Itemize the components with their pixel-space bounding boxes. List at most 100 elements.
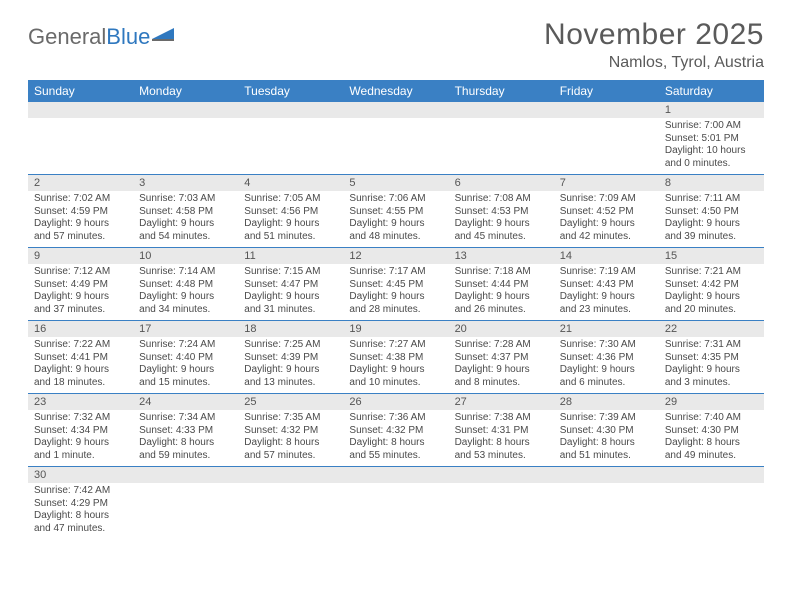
calendar-cell	[449, 467, 554, 540]
day-number: 13	[449, 248, 554, 264]
calendar-cell: 6Sunrise: 7:08 AMSunset: 4:53 PMDaylight…	[449, 175, 554, 248]
sunset-text: Sunset: 4:31 PM	[455, 425, 548, 438]
daylight-text: Daylight: 9 hours and 54 minutes.	[139, 218, 232, 243]
calendar-cell: 28Sunrise: 7:39 AMSunset: 4:30 PMDayligh…	[554, 394, 659, 467]
daylight-text: Daylight: 10 hours and 0 minutes.	[665, 145, 758, 170]
weekday-header-row: Sunday Monday Tuesday Wednesday Thursday…	[28, 80, 764, 102]
month-title: November 2025	[544, 18, 764, 52]
sunset-text: Sunset: 4:34 PM	[34, 425, 127, 438]
day-number: 22	[659, 321, 764, 337]
day-details: Sunrise: 7:36 AMSunset: 4:32 PMDaylight:…	[343, 412, 448, 466]
day-details: Sunrise: 7:24 AMSunset: 4:40 PMDaylight:…	[133, 339, 238, 393]
calendar-cell: 24Sunrise: 7:34 AMSunset: 4:33 PMDayligh…	[133, 394, 238, 467]
weekday-header: Monday	[133, 80, 238, 102]
calendar-cell	[554, 102, 659, 175]
day-number	[238, 102, 343, 118]
sunset-text: Sunset: 4:42 PM	[665, 279, 758, 292]
daylight-text: Daylight: 9 hours and 31 minutes.	[244, 291, 337, 316]
day-number	[133, 102, 238, 118]
weekday-header: Saturday	[659, 80, 764, 102]
sunset-text: Sunset: 4:43 PM	[560, 279, 653, 292]
day-details: Sunrise: 7:02 AMSunset: 4:59 PMDaylight:…	[28, 193, 133, 247]
sunset-text: Sunset: 4:35 PM	[665, 352, 758, 365]
day-number: 23	[28, 394, 133, 410]
daylight-text: Daylight: 9 hours and 28 minutes.	[349, 291, 442, 316]
daylight-text: Daylight: 9 hours and 48 minutes.	[349, 218, 442, 243]
calendar-cell: 17 Sunrise: 7:24 AMSunset: 4:40 PMDayligh…	[133, 321, 238, 394]
sunset-text: Sunset: 4:41 PM	[34, 352, 127, 365]
sunrise-text: Sunrise: 7:00 AM	[665, 120, 758, 133]
daylight-text: Daylight: 9 hours and 15 minutes.	[139, 364, 232, 389]
sunrise-text: Sunrise: 7:08 AM	[455, 193, 548, 206]
calendar-cell: 12Sunrise: 7:17 AMSunset: 4:45 PMDayligh…	[343, 248, 448, 321]
calendar-cell: 15Sunrise: 7:21 AMSunset: 4:42 PMDayligh…	[659, 248, 764, 321]
calendar-cell: 25Sunrise: 7:35 AMSunset: 4:32 PMDayligh…	[238, 394, 343, 467]
day-number: 21	[554, 321, 659, 337]
header: GeneralBlue November 2025 Namlos, Tyrol,…	[28, 18, 764, 72]
sunset-text: Sunset: 4:59 PM	[34, 206, 127, 219]
sunrise-text: Sunrise: 7:28 AM	[455, 339, 548, 352]
logo: GeneralBlue	[28, 24, 178, 50]
day-number: 1	[659, 102, 764, 118]
location: Namlos, Tyrol, Austria	[544, 54, 764, 72]
sunset-text: Sunset: 4:47 PM	[244, 279, 337, 292]
sunset-text: Sunset: 4:40 PM	[139, 352, 232, 365]
weekday-header: Wednesday	[343, 80, 448, 102]
sunset-text: Sunset: 4:38 PM	[349, 352, 442, 365]
sunset-text: Sunset: 4:45 PM	[349, 279, 442, 292]
day-details: Sunrise: 7:40 AMSunset: 4:30 PMDaylight:…	[659, 412, 764, 466]
day-number: 25	[238, 394, 343, 410]
sunrise-text: Sunrise: 7:05 AM	[244, 193, 337, 206]
daylight-text: Daylight: 9 hours and 23 minutes.	[560, 291, 653, 316]
calendar-cell: 13Sunrise: 7:18 AMSunset: 4:44 PMDayligh…	[449, 248, 554, 321]
weekday-header: Tuesday	[238, 80, 343, 102]
sunrise-text: Sunrise: 7:06 AM	[349, 193, 442, 206]
day-number	[28, 102, 133, 118]
calendar-cell	[343, 102, 448, 175]
sunrise-text: Sunrise: 7:03 AM	[139, 193, 232, 206]
sunset-text: Sunset: 4:49 PM	[34, 279, 127, 292]
sunset-text: Sunset: 4:50 PM	[665, 206, 758, 219]
calendar-cell	[554, 467, 659, 540]
sunset-text: Sunset: 5:01 PM	[665, 133, 758, 146]
day-number	[554, 102, 659, 118]
daylight-text: Daylight: 9 hours and 20 minutes.	[665, 291, 758, 316]
sunset-text: Sunset: 4:39 PM	[244, 352, 337, 365]
calendar-cell: 23 Sunrise: 7:32 AMSunset: 4:34 PMDayligh…	[28, 394, 133, 467]
calendar-table: Sunday Monday Tuesday Wednesday Thursday…	[28, 80, 764, 539]
calendar-cell: 9Sunrise: 7:12 AMSunset: 4:49 PMDaylight…	[28, 248, 133, 321]
day-details: Sunrise: 7:22 AMSunset: 4:41 PMDaylight:…	[28, 339, 133, 393]
sunrise-text: Sunrise: 7:22 AM	[34, 339, 127, 352]
daylight-text: Daylight: 9 hours and 1 minute.	[34, 437, 127, 462]
sunrise-text: Sunrise: 7:35 AM	[244, 412, 337, 425]
day-number: 18	[238, 321, 343, 337]
sunrise-text: Sunrise: 7:27 AM	[349, 339, 442, 352]
sunrise-text: Sunrise: 7:24 AM	[139, 339, 232, 352]
day-details: Sunrise: 7:38 AMSunset: 4:31 PMDaylight:…	[449, 412, 554, 466]
sunrise-text: Sunrise: 7:02 AM	[34, 193, 127, 206]
calendar-cell	[238, 102, 343, 175]
day-number	[554, 467, 659, 483]
day-number: 17	[133, 321, 238, 337]
day-details: Sunrise: 7:27 AMSunset: 4:38 PMDaylight:…	[343, 339, 448, 393]
calendar-week-row: 9Sunrise: 7:12 AMSunset: 4:49 PMDaylight…	[28, 248, 764, 321]
sunrise-text: Sunrise: 7:42 AM	[34, 485, 127, 498]
calendar-cell	[659, 467, 764, 540]
day-number: 7	[554, 175, 659, 191]
day-details: Sunrise: 7:34 AMSunset: 4:33 PMDaylight:…	[133, 412, 238, 466]
calendar-cell	[133, 102, 238, 175]
day-number: 14	[554, 248, 659, 264]
day-details: Sunrise: 7:14 AMSunset: 4:48 PMDaylight:…	[133, 266, 238, 320]
sunset-text: Sunset: 4:52 PM	[560, 206, 653, 219]
sunset-text: Sunset: 4:53 PM	[455, 206, 548, 219]
sunset-text: Sunset: 4:32 PM	[349, 425, 442, 438]
calendar-cell: 14 Sunrise: 7:19 AMSunset: 4:43 PMDayligh…	[554, 248, 659, 321]
weekday-header: Thursday	[449, 80, 554, 102]
daylight-text: Daylight: 9 hours and 13 minutes.	[244, 364, 337, 389]
sunrise-text: Sunrise: 7:19 AM	[560, 266, 653, 279]
daylight-text: Daylight: 9 hours and 57 minutes.	[34, 218, 127, 243]
day-details: Sunrise: 7:19 AMSunset: 4:43 PMDaylight:…	[554, 266, 659, 320]
day-number: 2	[28, 175, 133, 191]
sunrise-text: Sunrise: 7:32 AM	[34, 412, 127, 425]
day-details: Sunrise: 7:09 AMSunset: 4:52 PMDaylight:…	[554, 193, 659, 247]
